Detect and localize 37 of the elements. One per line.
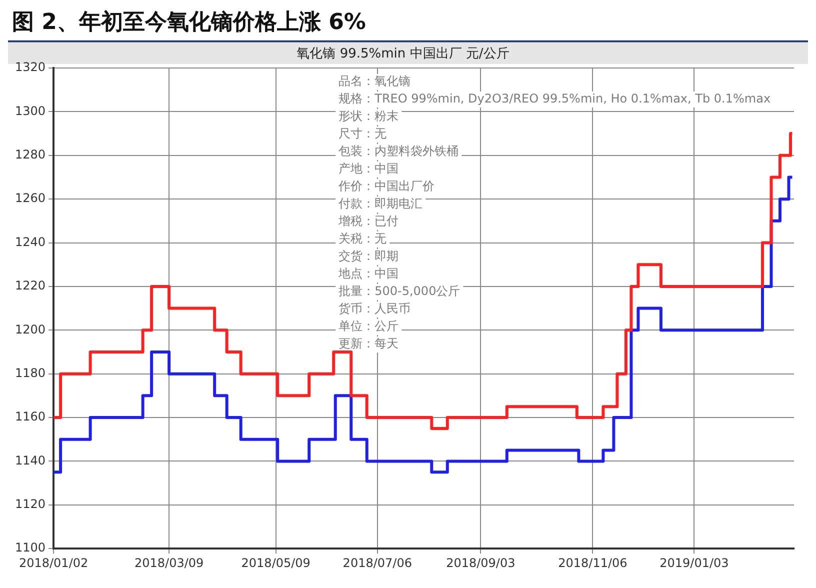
- y-tick-label: 1260: [14, 191, 46, 206]
- y-tick-label: 1140: [14, 453, 46, 468]
- x-tick-label: 2018/07/06: [342, 556, 412, 570]
- annotation: 产地：中国: [338, 162, 399, 176]
- annotation: 付款：即期电汇: [338, 196, 423, 211]
- annotation: 尺寸：无: [338, 126, 387, 141]
- annotation: 形状：粉末: [338, 109, 399, 124]
- x-tick-label: 2018/03/09: [134, 556, 204, 570]
- y-tick-label: 1220: [14, 278, 46, 293]
- y-tick-label: 1160: [14, 410, 46, 424]
- annotation: 单位：公斤: [338, 319, 399, 334]
- x-tick-label: 2018/09/03: [446, 556, 516, 570]
- y-tick-label: 1200: [14, 322, 46, 336]
- annotation: 地点：中国: [338, 266, 399, 281]
- x-tick-label: 2018/11/06: [558, 556, 628, 570]
- annotation: 品名：氧化镝: [338, 74, 411, 88]
- chart-subtitle: 氧化镝 99.5%min 中国出厂 元/公斤: [296, 46, 510, 62]
- annotation: 货币：人民币: [338, 302, 411, 316]
- x-tick-label: 2018/05/09: [241, 556, 310, 570]
- y-tick-label: 1180: [14, 366, 46, 380]
- y-tick-label: 1300: [14, 104, 46, 118]
- annotation: 规格：TREO 99%min, Dy2O3/REO 99.5%min, Ho 0.1%max, Tb 0.1%max: [338, 92, 771, 106]
- x-tick-label: 2019/01/03: [660, 556, 729, 570]
- x-tick-label: 2018/01/02: [18, 556, 88, 570]
- annotation: 更新：每天: [338, 336, 399, 351]
- annotation: 交货：即期: [338, 249, 399, 264]
- annotation: 批量：500-5,000公斤: [338, 284, 460, 298]
- y-tick-label: 1280: [14, 148, 46, 162]
- y-tick-label: 1100: [14, 540, 46, 555]
- annotation: 关税：无: [338, 232, 387, 246]
- annotation: 增税：已付: [338, 214, 399, 228]
- annotation: 包装：内塑料袋外铁桶: [338, 144, 459, 158]
- y-tick-label: 1320: [14, 60, 46, 74]
- y-tick-label: 1120: [14, 497, 46, 512]
- chart-title: 图 2、年初至今氧化镝价格上涨 6%: [12, 8, 366, 35]
- y-tick-label: 1240: [14, 234, 46, 249]
- annotation: 作价：中国出厂价: [338, 179, 435, 194]
